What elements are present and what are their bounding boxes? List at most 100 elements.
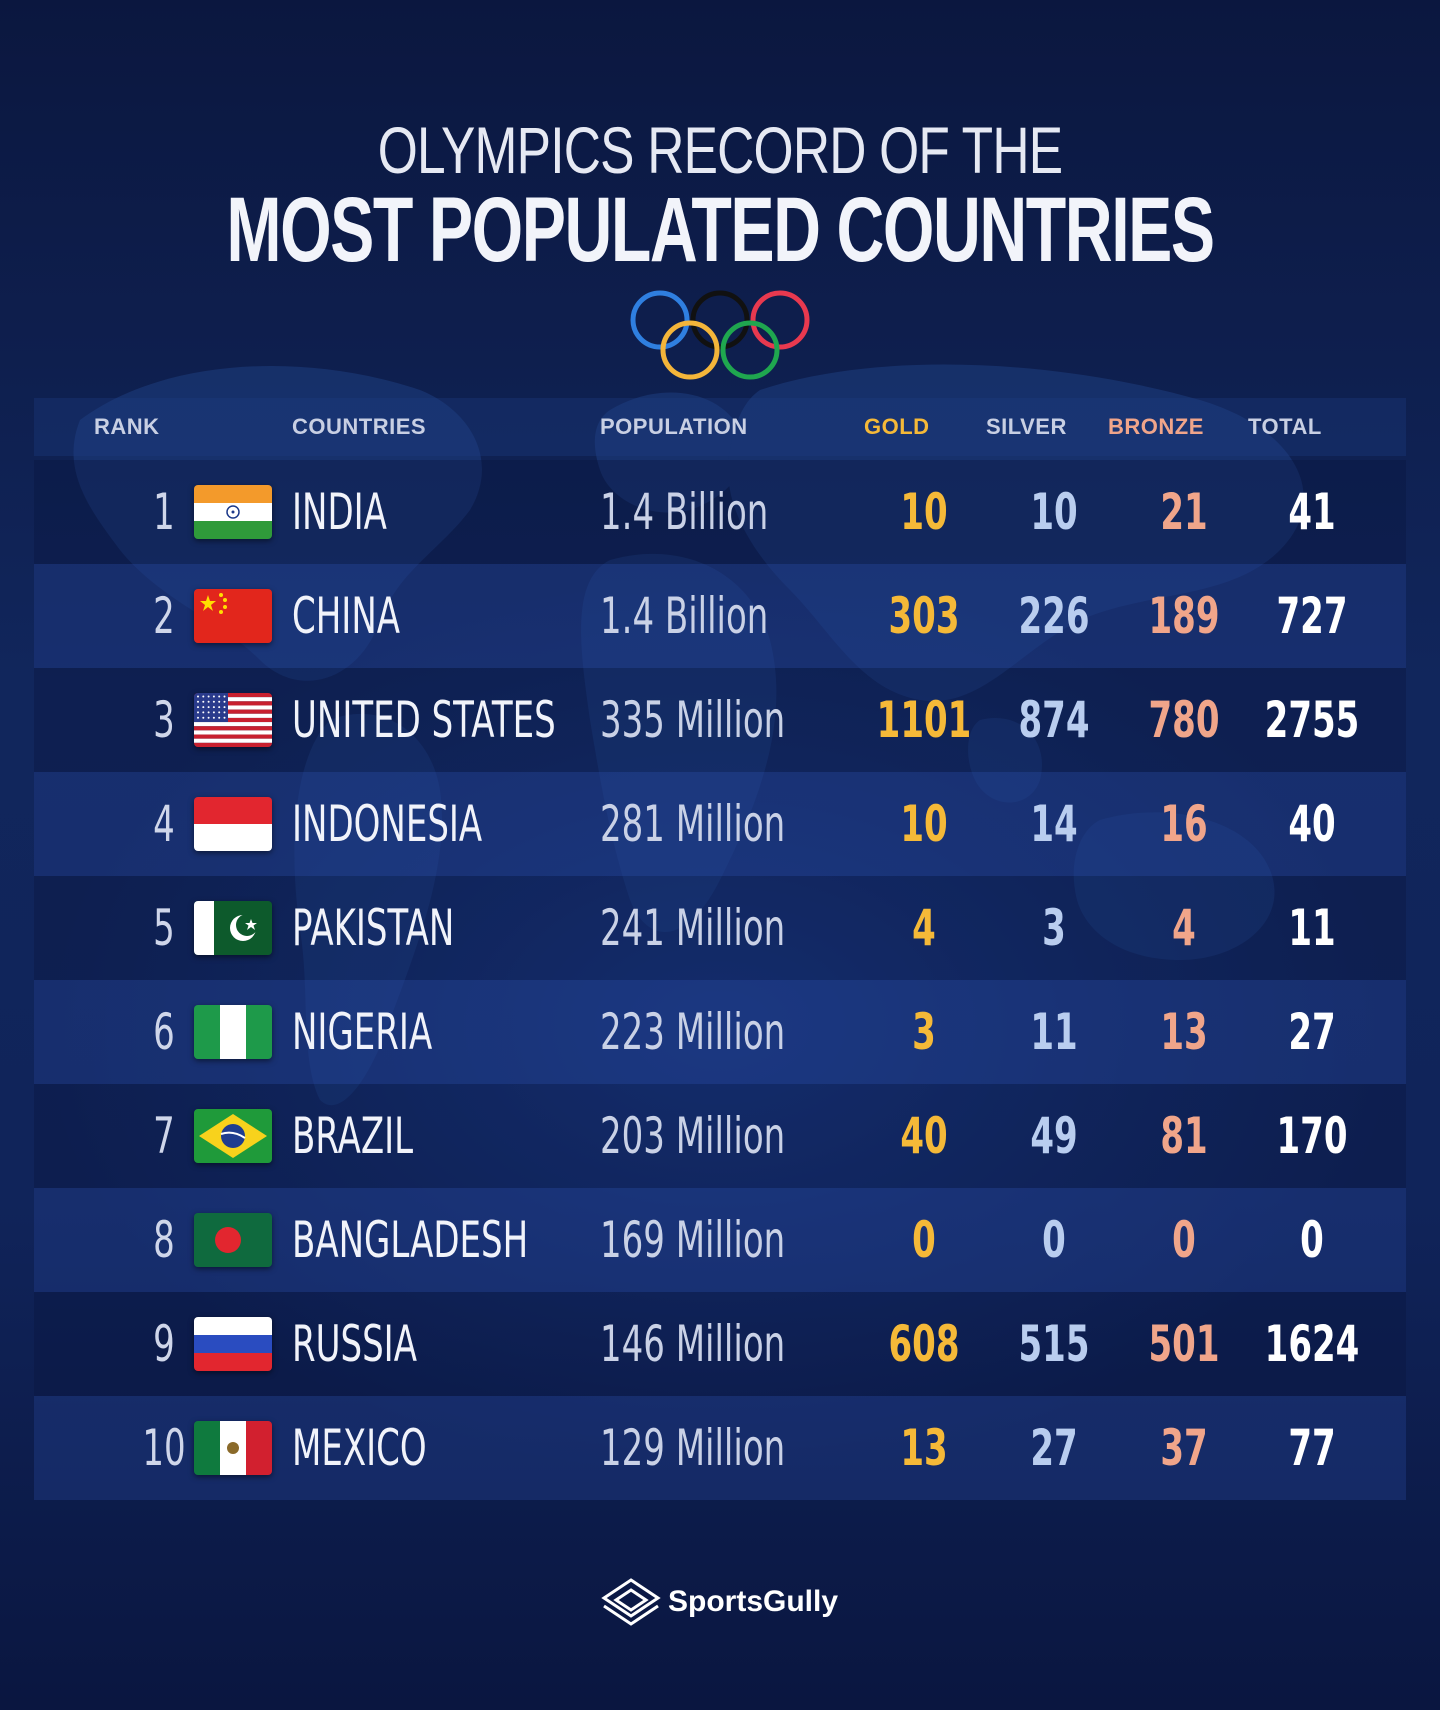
population-cell: 1.4 Billion	[600, 587, 769, 645]
rank-cell: 5	[153, 899, 175, 957]
table-row: 9 RUSSIA 146 Million 608 515 501 1624	[34, 1292, 1406, 1396]
bangladesh-flag-icon	[194, 1213, 272, 1267]
gold-count: 3	[912, 1003, 936, 1061]
gold-count: 1101	[876, 691, 972, 749]
population-cell: 203 Million	[600, 1107, 786, 1165]
rank-cell: 6	[153, 1003, 175, 1061]
rank-cell: 2	[153, 587, 175, 645]
total-count: 11	[1288, 899, 1336, 957]
population-cell: 223 Million	[600, 1003, 786, 1061]
bronze-count: 21	[1160, 483, 1208, 541]
silver-count: 10	[1030, 483, 1078, 541]
bronze-count: 37	[1160, 1419, 1208, 1477]
gold-count: 0	[912, 1211, 936, 1269]
country-name: UNITED STATES	[292, 691, 556, 749]
indonesia-flag-icon	[194, 797, 272, 851]
usa-flag-icon	[194, 693, 272, 747]
pakistan-flag-icon	[194, 901, 272, 955]
table-row: 8 BANGLADESH 169 Million 0 0 0 0	[34, 1188, 1406, 1292]
gold-count: 40	[900, 1107, 948, 1165]
table-row: 1 INDIA 1.4 Billion 10 10 21 41	[34, 460, 1406, 564]
table-row: 3 UNITED STATES 335 Million 1101 874 780 2755	[34, 668, 1406, 772]
bronze-count: 189	[1148, 587, 1220, 645]
country-name: BRAZIL	[292, 1107, 414, 1165]
gold-count: 303	[888, 587, 960, 645]
population-cell: 1.4 Billion	[600, 483, 769, 541]
country-name: INDONESIA	[292, 795, 483, 853]
brand-name: SportsGully	[668, 1585, 839, 1618]
rank-cell: 8	[153, 1211, 175, 1269]
header-rank: RANK	[94, 414, 160, 439]
population-cell: 169 Million	[600, 1211, 786, 1269]
total-count: 727	[1276, 587, 1348, 645]
silver-count: 874	[1018, 691, 1090, 749]
silver-count: 515	[1018, 1315, 1090, 1373]
population-cell: 281 Million	[600, 795, 786, 853]
total-count: 77	[1288, 1419, 1336, 1477]
mexico-flag-icon	[194, 1421, 272, 1475]
bronze-count: 501	[1148, 1315, 1220, 1373]
country-name: INDIA	[292, 483, 387, 541]
rank-cell: 7	[153, 1107, 175, 1165]
silver-count: 0	[1042, 1211, 1066, 1269]
silver-count: 27	[1030, 1419, 1078, 1477]
gold-count: 608	[888, 1315, 960, 1373]
gold-count: 10	[900, 795, 948, 853]
bronze-count: 16	[1160, 795, 1208, 853]
india-flag-icon	[194, 485, 272, 539]
header-silver: SILVER	[986, 414, 1067, 439]
header-countries: COUNTRIES	[292, 414, 427, 439]
title-line-2: MOST POPULATED COUNTRIES	[226, 179, 1215, 281]
bronze-count: 0	[1172, 1211, 1196, 1269]
population-cell: 129 Million	[600, 1419, 786, 1477]
rank-cell: 4	[153, 795, 175, 853]
population-cell: 241 Million	[600, 899, 786, 957]
silver-count: 226	[1018, 587, 1090, 645]
table-row: 10 MEXICO 129 Million 13 27 37 77	[34, 1396, 1406, 1500]
rank-cell: 1	[153, 483, 175, 541]
header-bronze: BRONZE	[1108, 414, 1204, 439]
silver-count: 14	[1030, 795, 1078, 853]
title-line-1: OLYMPICS RECORD OF THE	[377, 113, 1063, 187]
country-name: PAKISTAN	[292, 899, 455, 957]
total-count: 27	[1288, 1003, 1336, 1061]
population-cell: 335 Million	[600, 691, 786, 749]
table-row: 5 PAKISTAN 241 Million 4 3 4 11	[34, 876, 1406, 980]
gold-count: 10	[900, 483, 948, 541]
total-count: 0	[1300, 1211, 1324, 1269]
bronze-count: 81	[1160, 1107, 1208, 1165]
gold-count: 13	[900, 1419, 948, 1477]
total-count: 170	[1276, 1107, 1348, 1165]
silver-count: 49	[1030, 1107, 1078, 1165]
population-cell: 146 Million	[600, 1315, 786, 1373]
country-name: NIGERIA	[292, 1003, 433, 1061]
table-row: 6 NIGERIA 223 Million 3 11 13 27	[34, 980, 1406, 1084]
bronze-count: 13	[1160, 1003, 1208, 1061]
total-count: 40	[1288, 795, 1336, 853]
total-count: 1624	[1264, 1315, 1360, 1373]
header-gold: GOLD	[864, 414, 930, 439]
country-name: BANGLADESH	[292, 1211, 529, 1269]
table-header: RANK COUNTRIES POPULATION GOLD SILVER BR…	[34, 398, 1406, 456]
brazil-flag-icon	[194, 1109, 272, 1163]
table-row: 2 CHINA 1.4 Billion 303 226 189 727	[34, 564, 1406, 668]
bronze-count: 780	[1148, 691, 1220, 749]
table-row: 4 INDONESIA 281 Million 10 14 16 40	[34, 772, 1406, 876]
country-name: CHINA	[292, 587, 401, 645]
silver-count: 11	[1030, 1003, 1078, 1061]
sportsgully-logo-icon	[601, 1578, 661, 1626]
header-population: POPULATION	[600, 414, 748, 439]
rank-cell: 3	[153, 691, 175, 749]
table-row: 7 BRAZIL 203 Million 40 49 81 170	[34, 1084, 1406, 1188]
silver-count: 3	[1042, 899, 1066, 957]
bronze-count: 4	[1172, 899, 1196, 957]
rank-cell: 9	[153, 1315, 175, 1373]
olympic-rings-icon	[630, 290, 810, 380]
brand-footer: SportsGully	[0, 1572, 1440, 1632]
header-total: TOTAL	[1248, 414, 1322, 439]
gold-count: 4	[912, 899, 936, 957]
china-flag-icon	[194, 589, 272, 643]
total-count: 2755	[1264, 691, 1360, 749]
russia-flag-icon	[194, 1317, 272, 1371]
